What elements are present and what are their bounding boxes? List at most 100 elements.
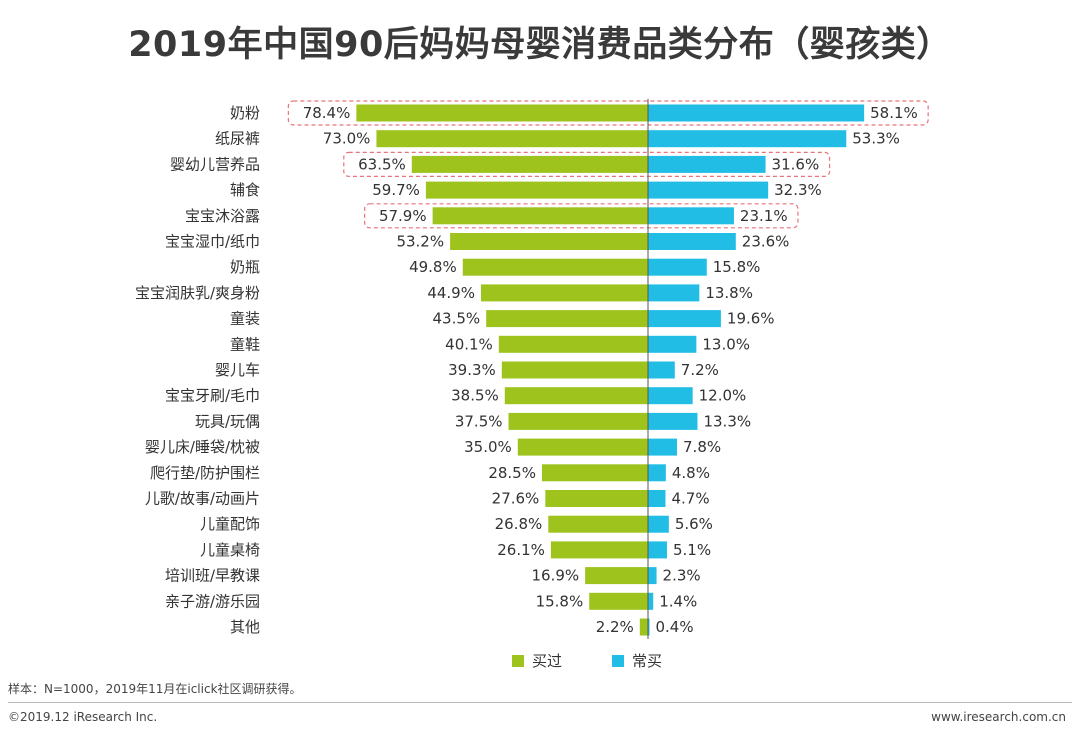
website-text: www.iresearch.com.cn (931, 710, 1066, 724)
bar-bought (541, 464, 648, 482)
bar-often-bought (648, 258, 707, 276)
bar-bought (501, 361, 648, 379)
value-label-often-bought: 7.8% (683, 438, 721, 456)
category-label: 童鞋 (230, 335, 260, 353)
legend-swatch-bought (512, 655, 524, 667)
legend-swatch-often-bought (612, 655, 624, 667)
category-label: 亲子游/游乐园 (165, 592, 260, 610)
category-label: 宝宝牙刷/毛巾 (165, 387, 260, 405)
value-label-often-bought: 13.0% (702, 335, 750, 353)
value-label-bought: 15.8% (536, 592, 584, 610)
value-label-often-bought: 32.3% (774, 181, 822, 199)
bar-bought (548, 515, 648, 533)
bar-bought (425, 181, 648, 199)
chart-title: 2019年中国90后妈妈母婴消费品类分布（婴孩类） (128, 25, 952, 65)
category-label: 婴儿床/睡袋/枕被 (145, 438, 260, 456)
category-label: 童装 (230, 310, 260, 328)
category-label: 宝宝润肤乳/爽身粉 (135, 284, 260, 302)
value-label-often-bought: 1.4% (659, 592, 697, 610)
value-label-often-bought: 13.8% (705, 284, 753, 302)
bar-often-bought (648, 155, 766, 173)
bar-bought (517, 438, 648, 456)
value-label-bought: 16.9% (531, 567, 579, 585)
category-label: 纸尿裤 (215, 130, 260, 148)
category-label: 婴幼儿营养品 (170, 155, 260, 173)
bar-bought (639, 618, 648, 636)
value-label-often-bought: 5.6% (675, 515, 713, 533)
bar-often-bought (648, 567, 657, 585)
category-label: 辅食 (230, 181, 260, 199)
category-label: 宝宝湿巾/纸巾 (165, 233, 260, 251)
bar-bought (411, 155, 648, 173)
value-label-bought: 44.9% (427, 284, 475, 302)
value-label-often-bought: 12.0% (699, 387, 747, 405)
category-label: 其他 (230, 618, 260, 636)
value-label-often-bought: 5.1% (673, 541, 711, 559)
value-label-bought: 35.0% (464, 438, 512, 456)
value-label-bought: 40.1% (445, 335, 493, 353)
bar-often-bought (648, 207, 734, 225)
value-label-often-bought: 4.8% (672, 464, 710, 482)
category-label: 培训班/早教课 (165, 567, 260, 585)
value-label-bought: 78.4% (303, 104, 351, 122)
bar-often-bought (648, 130, 847, 148)
value-label-often-bought: 0.4% (655, 618, 693, 636)
bar-bought (450, 233, 648, 250)
category-label: 儿童桌椅 (200, 541, 260, 559)
bar-often-bought (648, 464, 666, 482)
bar-often-bought (648, 412, 698, 430)
bar-bought (498, 335, 648, 353)
bar-chart: 奶粉 78.4% 58.1% 纸尿裤 73.0% 53.3% 婴幼儿营养品 63.5% 31.6… (135, 99, 929, 670)
bar-often-bought (648, 104, 865, 122)
bar-often-bought (648, 361, 675, 379)
value-label-bought: 59.7% (372, 181, 420, 199)
value-label-often-bought: 23.6% (742, 233, 790, 251)
value-label-bought: 2.2% (596, 618, 634, 636)
bar-often-bought (648, 233, 736, 250)
bar-bought (550, 541, 648, 559)
category-label: 爬行垫/防护围栏 (150, 464, 260, 482)
value-label-bought: 73.0% (323, 130, 371, 148)
value-label-bought: 53.2% (396, 233, 444, 251)
legend-label-often-bought: 常买 (632, 652, 662, 670)
bar-often-bought (648, 541, 667, 559)
value-label-bought: 38.5% (451, 387, 499, 405)
value-label-bought: 26.1% (497, 541, 545, 559)
bar-bought (508, 412, 648, 430)
sample-note: 样本：N=1000，2019年11月在iclick社区调研获得。 (8, 682, 302, 696)
bar-often-bought (648, 284, 700, 302)
footer-divider (8, 702, 1072, 703)
bar-bought (504, 387, 648, 405)
bar-bought (480, 284, 648, 302)
value-label-often-bought: 7.2% (681, 361, 719, 379)
bar-bought (356, 104, 648, 122)
highlight-box (364, 203, 799, 229)
bar-often-bought (648, 490, 666, 507)
value-label-bought: 39.3% (448, 361, 496, 379)
category-label: 奶瓶 (230, 258, 260, 276)
copyright-text: ©2019.12 iResearch Inc. (8, 710, 158, 724)
bar-often-bought (648, 310, 721, 328)
value-label-bought: 28.5% (488, 464, 536, 482)
value-label-often-bought: 4.7% (671, 490, 709, 508)
value-label-often-bought: 23.1% (740, 207, 788, 225)
category-label: 玩具/玩偶 (195, 412, 260, 430)
highlight-box (287, 100, 929, 126)
bar-often-bought (648, 438, 678, 456)
bar-often-bought (648, 335, 697, 353)
category-label: 奶粉 (230, 104, 260, 122)
bar-often-bought (648, 592, 654, 610)
bar-bought (585, 567, 648, 585)
value-label-often-bought: 15.8% (713, 258, 761, 276)
category-label: 婴儿车 (215, 361, 260, 379)
value-label-often-bought: 58.1% (870, 104, 918, 122)
value-label-bought: 37.5% (455, 412, 503, 430)
value-label-bought: 63.5% (358, 155, 406, 173)
value-label-often-bought: 31.6% (772, 155, 820, 173)
value-label-bought: 43.5% (433, 310, 481, 328)
bar-bought (589, 592, 648, 610)
value-label-often-bought: 19.6% (727, 310, 775, 328)
value-label-often-bought: 53.3% (852, 130, 900, 148)
bar-bought (432, 207, 648, 225)
bar-bought (486, 310, 648, 328)
